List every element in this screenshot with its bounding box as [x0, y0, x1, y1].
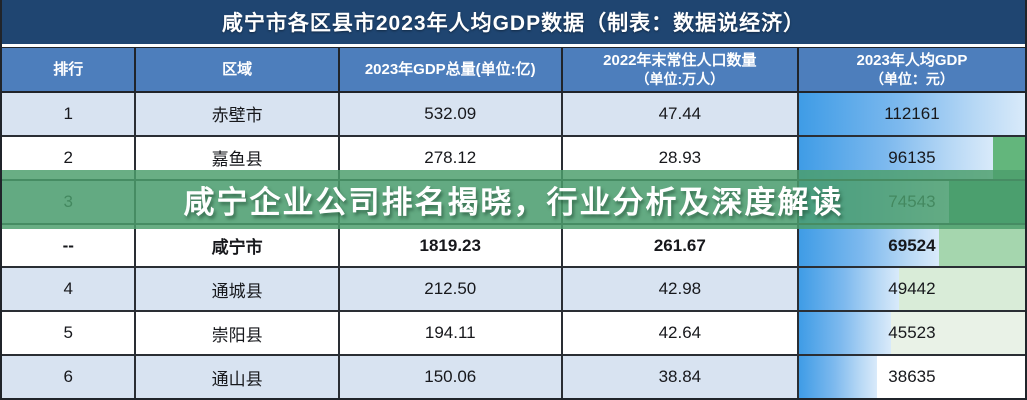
per-capita-cell: 69524 [798, 224, 1025, 267]
rank-cell: 5 [2, 312, 137, 355]
per-capita-cell: 112161 [798, 93, 1025, 135]
table-row: 1 赤壁市 532.09 47.44 112161 [2, 93, 1025, 137]
header-region: 区域 [136, 48, 340, 91]
rank-cell: 1 [2, 93, 137, 135]
population-cell: 42.98 [562, 268, 799, 311]
header-per-capita: 2023年人均GDP （单位：元） [799, 48, 1025, 91]
table-header-row: 排行 区域 2023年GDP总量(单位:亿) 2022年末常住人口数量 （单位:… [2, 47, 1025, 93]
per-capita-value: 112161 [884, 103, 940, 123]
per-capita-value: 45523 [888, 323, 936, 343]
header-population-label: 2022年末常住人口数量 [603, 51, 757, 69]
per-capita-cell: 45523 [798, 312, 1025, 355]
table-row: -- 咸宁市 1819.23 261.67 69524 [2, 224, 1025, 269]
population-cell: 38.84 [562, 356, 799, 399]
header-rank-label: 排行 [53, 60, 84, 78]
table-body: 1 赤壁市 532.09 47.44 112161 2 嘉鱼县 278.12 28.93 9613… [2, 93, 1025, 400]
per-capita-databar [798, 224, 940, 267]
per-capita-cell: 49442 [798, 268, 1025, 311]
per-capita-cell: 38635 [798, 356, 1025, 399]
page-title: 咸宁市各区县市2023年人均GDP数据（制表：数据说经济） [221, 12, 806, 35]
header-per-capita-label: 2023年人均GDP [856, 51, 968, 69]
table-row: 4 通城县 212.50 42.98 49442 [2, 268, 1025, 313]
per-capita-value: 49442 [888, 279, 936, 299]
rank-cell: 4 [2, 268, 137, 311]
gdp-cell: 1819.23 [339, 224, 563, 267]
region-cell: 咸宁市 [136, 224, 340, 267]
region-cell: 崇阳县 [136, 312, 340, 355]
per-capita-databar [798, 356, 877, 399]
table-row: 6 通山县 150.06 38.84 38635 [2, 356, 1025, 400]
per-capita-value: 38635 [888, 367, 936, 387]
header-gdp-total-label: 2023年GDP总量(单位:亿) [364, 60, 536, 78]
per-capita-databar [798, 93, 1025, 135]
region-cell: 通山县 [136, 356, 340, 399]
rank-cell: 6 [2, 356, 137, 399]
population-cell: 261.67 [562, 224, 799, 267]
per-capita-databar [798, 312, 891, 355]
gdp-cell: 212.50 [339, 268, 563, 311]
table-row: 5 崇阳县 194.11 42.64 45523 [2, 312, 1025, 357]
overlay-banner: 咸宁企业公司排名揭晓，行业分析及深度解读 [2, 170, 1025, 229]
region-cell: 赤壁市 [136, 93, 340, 135]
header-per-capita-unit: （单位：元） [869, 71, 954, 88]
region-cell: 通城县 [136, 268, 340, 311]
rank-cell: -- [2, 224, 137, 267]
header-population: 2022年末常住人口数量 （单位:万人） [563, 48, 799, 91]
per-capita-value: 69524 [888, 235, 936, 255]
title-bar: 咸宁市各区县市2023年人均GDP数据（制表：数据说经济） [2, 0, 1025, 44]
gdp-cell: 194.11 [339, 312, 563, 355]
header-rank: 排行 [2, 48, 137, 91]
title-divider [2, 44, 1025, 47]
overlay-banner-text: 咸宁企业公司排名揭晓，行业分析及深度解读 [183, 185, 844, 220]
header-region-label: 区域 [222, 60, 253, 78]
header-gdp-total: 2023年GDP总量(单位:亿) [340, 48, 563, 91]
gdp-cell: 150.06 [339, 356, 563, 399]
population-cell: 42.64 [562, 312, 799, 355]
header-population-unit: （单位:万人） [635, 71, 725, 88]
per-capita-databar [798, 268, 899, 311]
per-capita-value: 96135 [888, 147, 936, 167]
gdp-cell: 532.09 [339, 93, 563, 135]
population-cell: 47.44 [562, 93, 799, 135]
